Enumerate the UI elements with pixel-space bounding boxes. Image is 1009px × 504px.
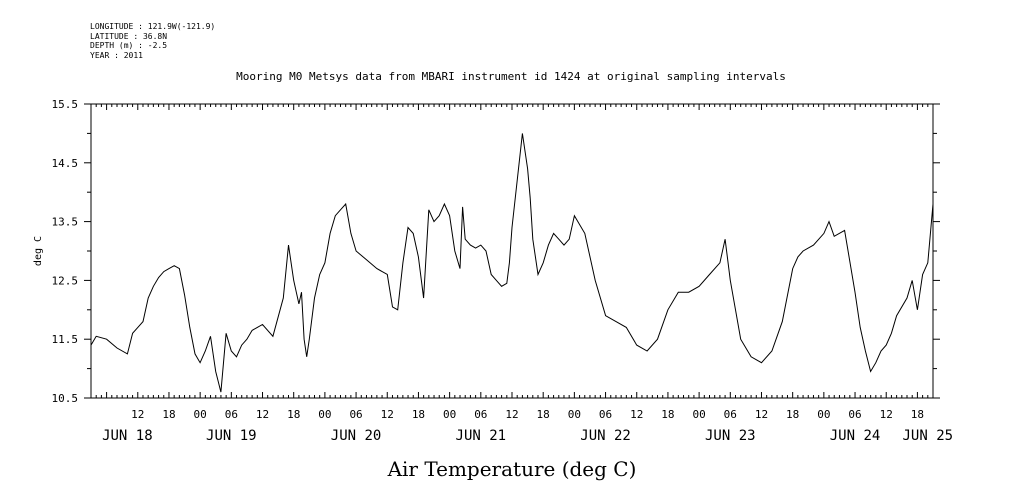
x-tick-label-hour: 00 xyxy=(568,408,581,421)
y-tick-label: 13.5 xyxy=(52,216,79,229)
x-tick-label-hour: 12 xyxy=(131,408,144,421)
x-tick-label-hour: 12 xyxy=(505,408,518,421)
x-tick-label-hour: 12 xyxy=(630,408,643,421)
x-tick-label-hour: 18 xyxy=(786,408,799,421)
x-tick-label-hour: 12 xyxy=(381,408,394,421)
x-tick-label-hour: 00 xyxy=(443,408,456,421)
x-tick-label-hour: 12 xyxy=(755,408,768,421)
y-axis-label: deg C xyxy=(33,236,44,266)
y-tick-label: 10.5 xyxy=(52,392,79,405)
x-tick-label-hour: 18 xyxy=(537,408,550,421)
x-tick-label-day: JUN 20 xyxy=(331,428,382,444)
y-tick-label: 12.5 xyxy=(52,274,79,287)
y-tick-label: 15.5 xyxy=(52,98,79,111)
x-tick-label-hour: 12 xyxy=(256,408,269,421)
metadata-block: LONGITUDE : 121.9W(-121.9) LATITUDE : 36… xyxy=(90,22,215,60)
x-tick-label-hour: 06 xyxy=(848,408,861,421)
x-tick-label-day: JUN 19 xyxy=(206,428,257,444)
x-tick-label-day: JUN 23 xyxy=(705,428,756,444)
x-tick-label-hour: 18 xyxy=(661,408,674,421)
longitude-label: LONGITUDE : 121.9W(-121.9) xyxy=(90,22,216,31)
x-tick-label-day: JUN 22 xyxy=(580,428,631,444)
x-tick-label-hour: 00 xyxy=(318,408,331,421)
y-tick-label: 11.5 xyxy=(52,333,79,346)
plot-frame xyxy=(90,103,934,399)
x-tick-label-hour: 18 xyxy=(287,408,300,421)
chart-title: Mooring M0 Metsys data from MBARI instru… xyxy=(236,70,786,83)
x-axis-label: Air Temperature (deg C) xyxy=(387,457,637,481)
x-tick-label-day: JUN 24 xyxy=(830,428,881,444)
latitude-label: LATITUDE : 36.8N xyxy=(90,31,168,41)
x-tick-label-hour: 00 xyxy=(817,408,830,421)
x-tick-label-hour: 06 xyxy=(225,408,238,421)
x-tick-label-day: JUN 21 xyxy=(456,428,507,444)
x-tick-label-hour: 12 xyxy=(880,408,893,421)
x-tick-label-hour: 18 xyxy=(911,408,924,421)
y-tick-label: 14.5 xyxy=(52,157,79,170)
x-tick-label-day: JUN 18 xyxy=(102,428,153,444)
series-line xyxy=(90,133,934,393)
x-tick-label-hour: 00 xyxy=(692,408,705,421)
year-label: YEAR : 2011 xyxy=(90,50,143,60)
x-tick-label-day: JUN 25 xyxy=(903,428,954,444)
x-tick-label-hour: 18 xyxy=(162,408,175,421)
x-tick-label-hour: 18 xyxy=(412,408,425,421)
x-tick-label-hour: 00 xyxy=(194,408,207,421)
x-tick-label-hour: 06 xyxy=(349,408,362,421)
x-tick-label-hour: 06 xyxy=(724,408,737,421)
x-tick-label-hour: 06 xyxy=(474,408,487,421)
x-tick-label-hour: 06 xyxy=(599,408,612,421)
depth-label: DEPTH (m) : -2.5 xyxy=(90,41,168,50)
axes: 12 18 00 06 12 18 00 06 12 18 00 06 12 18 00 06 12 18 00 06… xyxy=(52,98,954,444)
